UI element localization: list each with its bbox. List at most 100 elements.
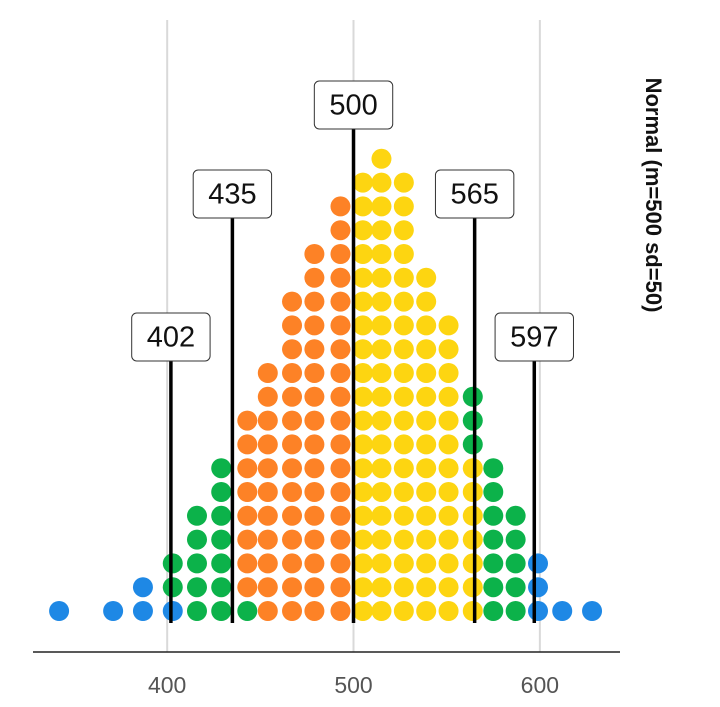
dot [393, 267, 414, 288]
dot [282, 505, 303, 526]
dot [352, 315, 373, 336]
dot [528, 577, 549, 598]
dot [462, 386, 483, 407]
dot [438, 482, 459, 502]
dot [438, 386, 459, 407]
dot [304, 386, 325, 407]
dot [237, 601, 258, 621]
dot [438, 363, 459, 383]
dot [371, 244, 392, 264]
dot [371, 553, 392, 574]
dot [393, 386, 414, 407]
dot [330, 339, 351, 360]
dot [237, 482, 258, 502]
dot [211, 482, 232, 502]
x-tick-label: 400 [148, 672, 186, 698]
dot [352, 291, 373, 312]
dot [352, 386, 373, 407]
dot [282, 339, 303, 360]
quantile-box [131, 312, 211, 362]
dot [483, 601, 504, 621]
dot [416, 363, 437, 383]
quantile-label: 402 [147, 322, 195, 354]
dot [330, 577, 351, 598]
dot [462, 434, 483, 455]
dot [304, 315, 325, 336]
dot [483, 529, 504, 550]
dot [393, 482, 414, 502]
dot [393, 291, 414, 312]
dot [330, 434, 351, 455]
dot [211, 505, 232, 526]
x-tick-label: 500 [334, 672, 372, 698]
dot [505, 553, 526, 574]
dot [282, 553, 303, 574]
dot [352, 529, 373, 550]
dot [462, 458, 483, 479]
dot [438, 553, 459, 574]
dot [330, 386, 351, 407]
dot [257, 577, 278, 598]
dot [528, 601, 549, 621]
dot [416, 553, 437, 574]
dot [257, 410, 278, 431]
dot [330, 220, 351, 241]
dot [552, 601, 573, 621]
dot [483, 505, 504, 526]
dot [393, 529, 414, 550]
dot [371, 267, 392, 288]
dot [304, 577, 325, 598]
dot [462, 577, 483, 598]
chart-title: Normal (m=500 sd=50) [641, 78, 666, 313]
dot [528, 553, 549, 574]
dot [371, 291, 392, 312]
dot [282, 529, 303, 550]
dot [371, 601, 392, 621]
dot [237, 529, 258, 550]
dot [371, 434, 392, 455]
dot [257, 482, 278, 502]
dot [582, 601, 603, 621]
dot [371, 220, 392, 241]
quantile-box [192, 169, 273, 219]
dot [352, 172, 373, 193]
quantile-label: 565 [450, 179, 498, 211]
dot [393, 220, 414, 241]
dot [416, 505, 437, 526]
dot [371, 458, 392, 479]
dot [438, 458, 459, 479]
x-tick-label: 600 [521, 672, 559, 698]
dot [257, 505, 278, 526]
dot [438, 434, 459, 455]
dot [352, 267, 373, 288]
dot [304, 339, 325, 360]
dot [393, 553, 414, 574]
dot [352, 505, 373, 526]
dot [304, 529, 325, 550]
dot [371, 172, 392, 193]
dot [330, 363, 351, 383]
dot [416, 386, 437, 407]
dot [304, 363, 325, 383]
dot [257, 386, 278, 407]
dot [282, 363, 303, 383]
dot [393, 410, 414, 431]
dot [211, 601, 232, 621]
dot [186, 553, 207, 574]
dot [330, 482, 351, 502]
quantile-label: 597 [510, 322, 558, 354]
dot [393, 315, 414, 336]
dot [371, 386, 392, 407]
dot [416, 434, 437, 455]
dot [462, 505, 483, 526]
dot [330, 529, 351, 550]
dot [416, 458, 437, 479]
dot [162, 553, 183, 574]
dot [393, 434, 414, 455]
dot [282, 291, 303, 312]
dot [483, 577, 504, 598]
dot [393, 577, 414, 598]
dot [304, 553, 325, 574]
dot [282, 458, 303, 479]
dot [304, 434, 325, 455]
